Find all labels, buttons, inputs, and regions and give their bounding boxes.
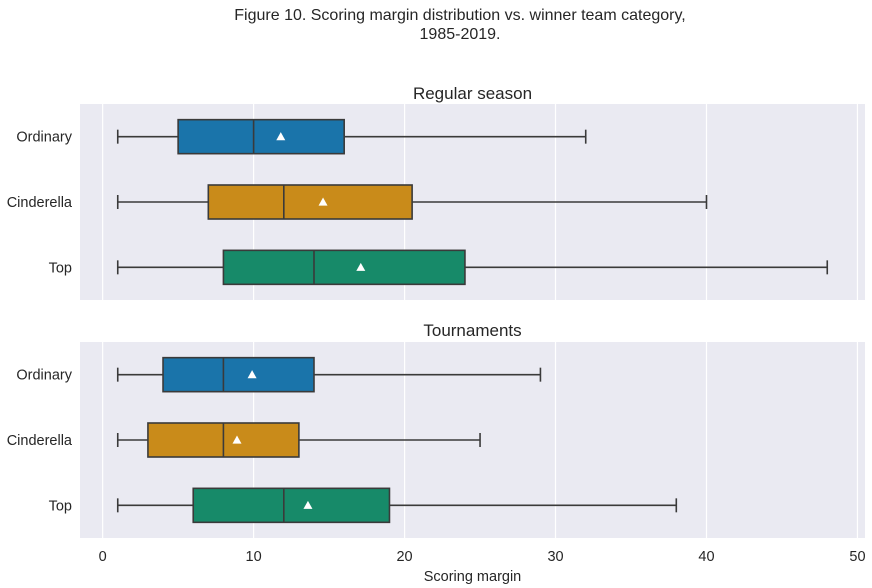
x-tick-label: 30 (547, 549, 563, 565)
box-cinderella (116, 422, 481, 458)
box-top (116, 249, 829, 286)
category-label: Top (49, 260, 72, 276)
panel-title: Regular season (413, 84, 532, 103)
box-iqr (207, 184, 413, 220)
category-label: Cinderella (7, 433, 73, 449)
box-ordinary (116, 118, 587, 155)
box-iqr (222, 249, 466, 286)
panel-1: Tournaments Ordinary Cinderella Top 0 10 20 30 4… (7, 321, 866, 585)
figure-title-line1: Figure 10. Scoring margin distribution v… (234, 7, 686, 24)
mean-marker (247, 370, 257, 379)
box-iqr (162, 356, 315, 393)
box-cinderella (116, 184, 708, 220)
category-label: Ordinary (16, 368, 72, 384)
figure-title-line2: 1985-2019. (419, 26, 501, 43)
box-ordinary (116, 356, 542, 393)
box-iqr (192, 487, 391, 524)
mean-marker (276, 132, 286, 141)
x-tick-label: 20 (396, 549, 412, 565)
x-tick-label: 50 (849, 549, 865, 565)
figure-title: Figure 10. Scoring margin distribution v… (0, 6, 872, 44)
category-label: Top (49, 498, 72, 514)
panel-0: Regular season Ordinary Cinderella Top (7, 84, 865, 300)
x-tick-label: 40 (698, 549, 714, 565)
mean-marker (356, 262, 366, 271)
box-top (116, 487, 678, 524)
x-tick-label: 10 (246, 549, 262, 565)
mean-marker (232, 435, 242, 444)
panel-title: Tournaments (423, 321, 521, 340)
category-label: Ordinary (16, 130, 72, 146)
mean-marker (303, 500, 313, 509)
box-iqr (177, 118, 345, 155)
category-label: Cinderella (7, 195, 73, 211)
x-axis-label: Scoring margin (424, 569, 522, 585)
x-tick-label: 0 (99, 549, 107, 565)
mean-marker (318, 197, 328, 206)
